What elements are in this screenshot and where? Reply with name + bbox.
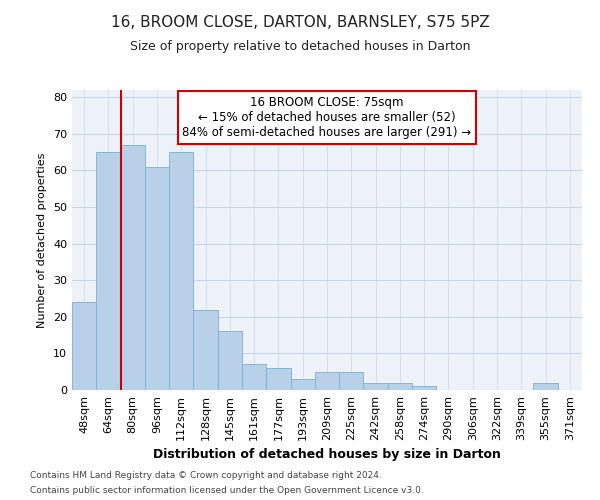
Bar (388, 382, 412, 390)
Bar (218, 332, 242, 390)
Bar (96, 152, 121, 390)
Bar (72, 302, 96, 390)
Bar (121, 145, 145, 390)
Text: Size of property relative to detached houses in Darton: Size of property relative to detached ho… (130, 40, 470, 53)
Bar (266, 368, 290, 390)
Text: Contains HM Land Registry data © Crown copyright and database right 2024.: Contains HM Land Registry data © Crown c… (30, 471, 382, 480)
Bar (533, 382, 558, 390)
Y-axis label: Number of detached properties: Number of detached properties (37, 152, 47, 328)
Bar (193, 310, 218, 390)
Text: Contains public sector information licensed under the Open Government Licence v3: Contains public sector information licen… (30, 486, 424, 495)
Bar (290, 379, 315, 390)
Bar (242, 364, 266, 390)
Bar (339, 372, 364, 390)
Bar (315, 372, 339, 390)
X-axis label: Distribution of detached houses by size in Darton: Distribution of detached houses by size … (153, 448, 501, 462)
Bar (412, 386, 436, 390)
Bar (145, 167, 169, 390)
Text: 16, BROOM CLOSE, DARTON, BARNSLEY, S75 5PZ: 16, BROOM CLOSE, DARTON, BARNSLEY, S75 5… (110, 15, 490, 30)
Bar (169, 152, 193, 390)
Text: 16 BROOM CLOSE: 75sqm
← 15% of detached houses are smaller (52)
84% of semi-deta: 16 BROOM CLOSE: 75sqm ← 15% of detached … (182, 96, 472, 139)
Bar (364, 382, 388, 390)
